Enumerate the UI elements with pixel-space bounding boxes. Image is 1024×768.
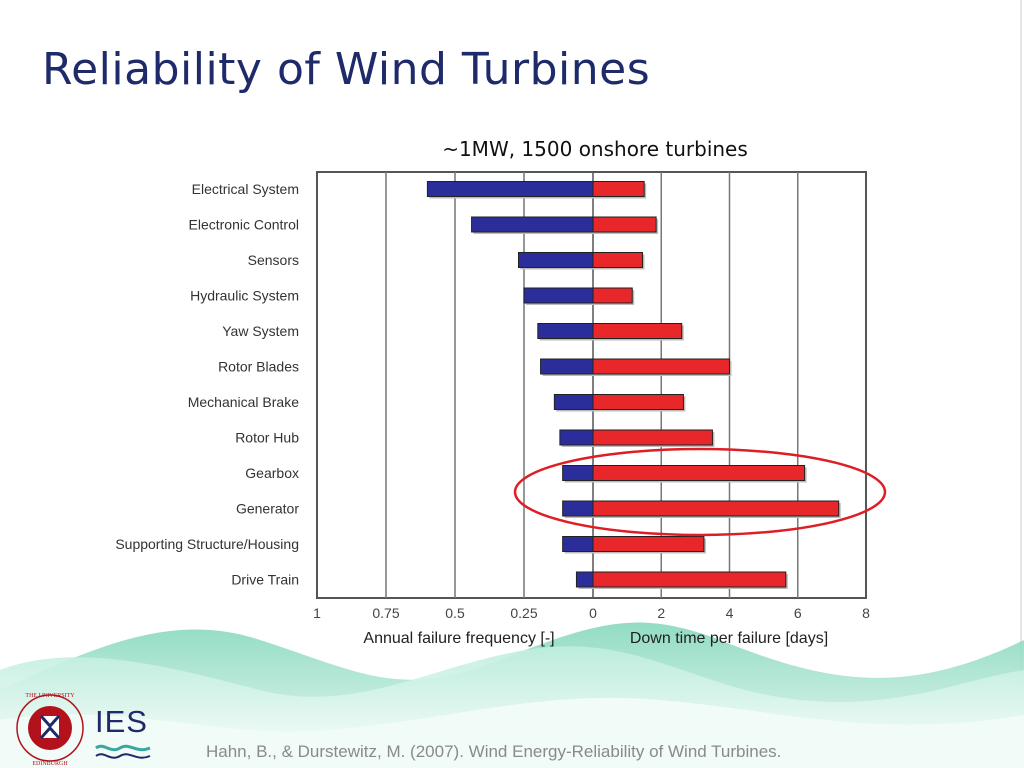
bar-frequency xyxy=(426,181,594,197)
bar-frequency xyxy=(562,536,594,552)
category-label: Electrical System xyxy=(192,181,299,197)
category-label: Yaw System xyxy=(222,323,299,339)
bar-downtime xyxy=(592,358,730,375)
tick-label-right: 8 xyxy=(862,605,870,621)
category-label: Electronic Control xyxy=(189,217,300,233)
bar-downtime xyxy=(592,394,684,410)
bar-frequency xyxy=(540,358,594,375)
tick-label-left: 0 xyxy=(589,605,597,621)
tick-label-left: 0.25 xyxy=(510,605,537,621)
tick-label-left: 1 xyxy=(313,605,321,621)
bar-frequency xyxy=(517,252,594,268)
highlight-ellipse xyxy=(513,447,887,537)
bar-downtime xyxy=(592,500,840,517)
university-seal: THE UNIVERSITY EDINBURGH xyxy=(16,693,84,767)
tick-label-left: 0.5 xyxy=(445,605,465,621)
bar-frequency xyxy=(559,429,594,446)
tick-label-left: 0.75 xyxy=(372,605,399,621)
slide-border xyxy=(1020,0,1022,768)
bar-frequency xyxy=(575,571,594,588)
bar-frequency xyxy=(471,216,594,233)
bar-downtime xyxy=(592,287,633,304)
bar-frequency xyxy=(553,394,594,410)
tick-label-right: 6 xyxy=(794,605,802,621)
category-label: Gearbox xyxy=(245,465,299,481)
svg-text:EDINBURGH: EDINBURGH xyxy=(32,761,68,767)
bar-frequency xyxy=(537,323,594,339)
slide-title: Reliability of Wind Turbines xyxy=(42,44,651,95)
bar-frequency xyxy=(562,500,594,517)
svg-text:THE UNIVERSITY: THE UNIVERSITY xyxy=(25,693,75,699)
category-label: Supporting Structure/Housing xyxy=(115,536,299,552)
x-axis-label-downtime: Down time per failure [days] xyxy=(630,630,828,647)
category-label: Mechanical Brake xyxy=(188,394,299,410)
bar-frequency xyxy=(523,287,594,304)
bar-downtime xyxy=(592,429,713,446)
tick-label-right: 4 xyxy=(726,605,734,621)
category-label: Generator xyxy=(236,501,299,517)
bar-downtime xyxy=(592,181,645,197)
category-label: Drive Train xyxy=(231,572,299,588)
tick-label-right: 2 xyxy=(657,605,665,621)
category-label: Hydraulic System xyxy=(190,288,299,304)
bar-downtime xyxy=(592,571,787,588)
bar-downtime xyxy=(592,465,806,481)
category-label: Rotor Hub xyxy=(235,430,299,446)
x-axis-label-frequency: Annual failure frequency [-] xyxy=(363,630,554,647)
bar-downtime xyxy=(592,536,705,552)
category-label: Sensors xyxy=(248,252,299,268)
plot-frame xyxy=(316,171,867,599)
citation: Hahn, B., & Durstewitz, M. (2007). Wind … xyxy=(206,742,782,761)
chart-subtitle: ~1MW, 1500 onshore turbines xyxy=(442,137,748,161)
ies-logo: IES xyxy=(95,704,148,739)
ies-wave-icon xyxy=(95,744,151,759)
bar-downtime xyxy=(592,216,657,233)
bar-frequency xyxy=(562,465,594,481)
category-label: Rotor Blades xyxy=(218,359,299,375)
bar-downtime xyxy=(592,252,643,268)
bar-downtime xyxy=(592,323,683,339)
